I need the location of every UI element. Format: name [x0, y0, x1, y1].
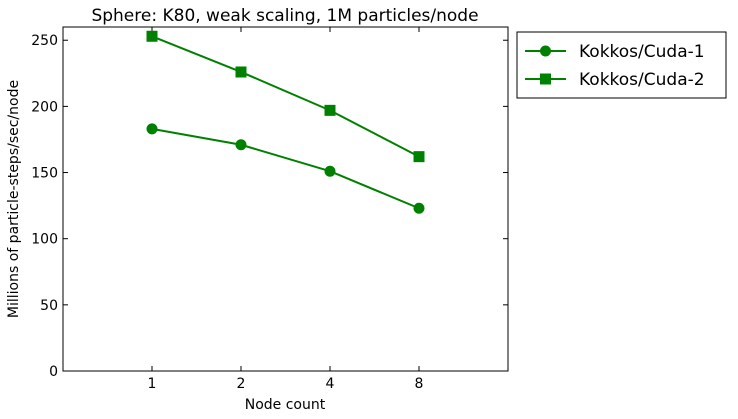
data-point — [146, 123, 158, 135]
series-1 — [146, 123, 425, 214]
legend-item: Kokkos/Cuda-2 — [525, 70, 705, 90]
data-point — [324, 165, 336, 177]
x-tick-label: 4 — [326, 376, 335, 392]
data-point — [235, 139, 247, 151]
legend-marker — [540, 45, 551, 57]
chart-title: Sphere: K80, weak scaling, 1M particles/… — [91, 6, 478, 26]
legend-label: Kokkos/Cuda-1 — [579, 42, 705, 62]
legend-marker — [540, 73, 551, 85]
series-layer — [146, 30, 425, 214]
y-axis-label: Millions of particle-steps/sec/node — [6, 80, 22, 318]
legend-item: Kokkos/Cuda-1 — [525, 42, 705, 62]
data-point — [146, 30, 158, 42]
y-tick-label: 250 — [31, 33, 58, 49]
legend: Kokkos/Cuda-1 Kokkos/Cuda-2 — [516, 31, 727, 99]
legend-frame — [516, 31, 727, 99]
x-tick-label: 2 — [237, 376, 246, 392]
series-2 — [146, 30, 425, 163]
x-axis: 1 2 4 8 — [148, 27, 424, 392]
data-point — [413, 151, 425, 163]
data-point — [413, 202, 425, 214]
series-line — [151, 35, 420, 158]
x-tick-label: 1 — [148, 376, 157, 392]
plot-area — [62, 26, 509, 372]
y-tick-label: 100 — [31, 232, 58, 248]
data-point — [235, 66, 247, 78]
legend-label: Kokkos/Cuda-2 — [579, 70, 705, 90]
x-tick-label: 8 — [415, 376, 424, 392]
y-tick-label: 200 — [31, 99, 58, 115]
plot-frame — [62, 26, 509, 372]
x-axis-label: Node count — [245, 397, 326, 413]
y-tick-label: 50 — [40, 298, 58, 314]
y-axis: 0 50 100 150 200 250 — [31, 33, 508, 380]
y-tick-label: 0 — [49, 364, 58, 380]
y-tick-label: 150 — [31, 166, 58, 182]
series-line — [151, 127, 420, 210]
data-point — [324, 104, 336, 116]
